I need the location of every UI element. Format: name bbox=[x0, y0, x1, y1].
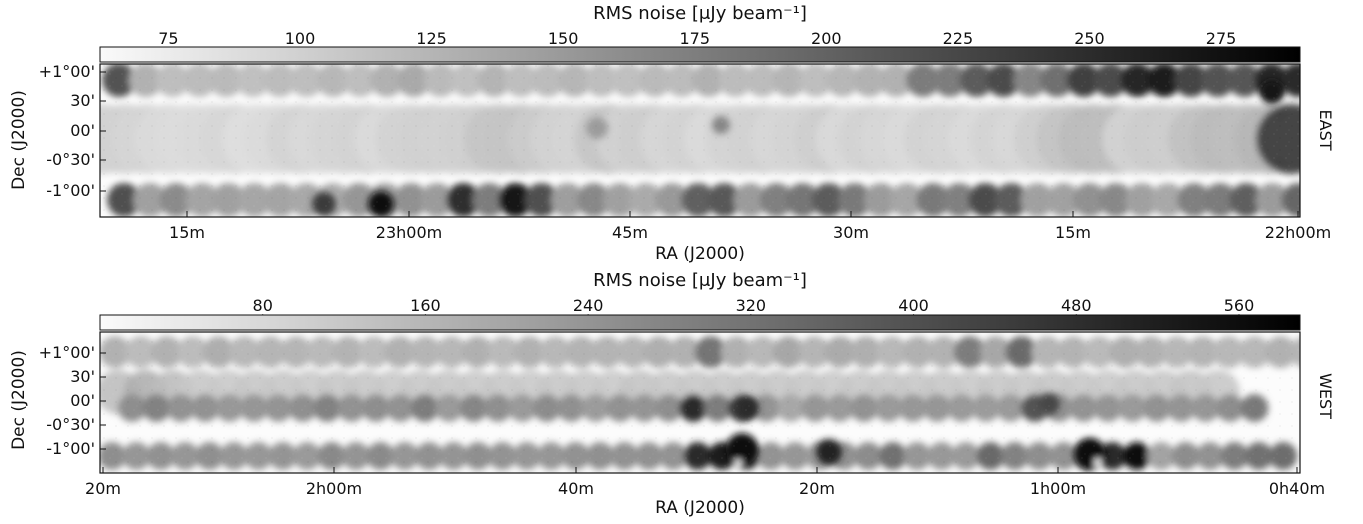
west-x-tick-label-5: 0h40m bbox=[1269, 479, 1325, 498]
east-y-tick-label-4: -1°00' bbox=[46, 181, 95, 200]
west-y-tick-label-2: 00' bbox=[70, 391, 95, 410]
west-colorbar-label: RMS noise [μJy beam⁻¹] bbox=[593, 270, 807, 291]
east-colorbar-tick-label-2: 125 bbox=[416, 29, 447, 48]
east-x-tick-label-0: 15m bbox=[169, 223, 205, 242]
panel-east: RMS noise [μJy beam⁻¹] 75 100 125 150 175 200… bbox=[9, 3, 1363, 264]
east-y-tick-label-3: -0°30' bbox=[46, 150, 95, 169]
west-axis-ticks: 20m 2h00m 40m 20m 1h00m 0h40m +1°00' 30' 00' -0°3… bbox=[39, 343, 1325, 498]
east-x-tick-label-1: 23h00m bbox=[376, 223, 442, 242]
east-y-axis-label: Dec (J2000) bbox=[9, 90, 29, 190]
east-colorbar-tick-label-1: 100 bbox=[285, 29, 316, 48]
east-colorbar-tick-label-3: 150 bbox=[548, 29, 579, 48]
west-y-tick-label-3: -0°30' bbox=[46, 415, 95, 434]
east-colorbar-tick-label-6: 225 bbox=[943, 29, 974, 48]
west-x-tick-label-0: 20m bbox=[85, 479, 121, 498]
west-colorbar-ticks: 80 160 240 320 400 480 560 bbox=[253, 296, 1255, 329]
east-top-tile-46 bbox=[1335, 63, 1363, 97]
east-x-tick-label-4: 15m bbox=[1055, 223, 1091, 242]
east-colorbar-label: RMS noise [μJy beam⁻¹] bbox=[593, 3, 807, 24]
east-map-grain bbox=[100, 64, 1300, 217]
east-field-label: EAST bbox=[1316, 110, 1335, 151]
east-x-tick-label-3: 30m bbox=[833, 223, 869, 242]
west-x-tick-label-2: 40m bbox=[558, 479, 594, 498]
west-colorbar-tick-label-6: 560 bbox=[1224, 296, 1255, 315]
west-colorbar-tick-label-3: 320 bbox=[736, 296, 767, 315]
west-y-axis-label: Dec (J2000) bbox=[9, 350, 29, 450]
east-map-frame bbox=[99, 63, 1301, 218]
west-y-tick-label-1: 30' bbox=[70, 367, 95, 386]
west-map-grain bbox=[100, 332, 1300, 473]
east-colorbar bbox=[99, 46, 1301, 63]
west-colorbar-tick-label-4: 400 bbox=[898, 296, 929, 315]
west-colorbar bbox=[99, 314, 1301, 331]
east-colorbar-tick-label-4: 175 bbox=[679, 29, 710, 48]
east-colorbar-ticks: 75 100 125 150 175 200 225 250 275 bbox=[158, 29, 1236, 62]
east-colorbar-tick-label-5: 200 bbox=[811, 29, 842, 48]
west-x-tick-label-3: 20m bbox=[799, 479, 835, 498]
east-x-tick-label-2: 45m bbox=[612, 223, 648, 242]
east-colorbar-tick-label-7: 250 bbox=[1074, 29, 1105, 48]
west-colorbar-tick-label-1: 160 bbox=[410, 296, 441, 315]
west-y-tick-label-0: +1°00' bbox=[39, 343, 95, 362]
west-colorbar-tick-label-5: 480 bbox=[1061, 296, 1092, 315]
east-axis-ticks: 15m 23h00m 45m 30m 15m 22h00m +1°00' 30' 00' -0°3… bbox=[39, 62, 1332, 242]
west-x-axis-label: RA (J2000) bbox=[655, 498, 745, 518]
panel-west: RMS noise [μJy beam⁻¹] 80 160 240 320 400 480… bbox=[9, 270, 1335, 518]
east-colorbar-tick-label-0: 75 bbox=[158, 29, 178, 48]
west-x-tick-label-1: 2h00m bbox=[306, 479, 362, 498]
east-x-tick-label-5: 22h00m bbox=[1265, 223, 1331, 242]
west-colorbar-tick-label-2: 240 bbox=[573, 296, 604, 315]
east-colorbar-tick-label-8: 275 bbox=[1206, 29, 1237, 48]
east-y-tick-label-1: 30' bbox=[70, 91, 95, 110]
west-map-frame bbox=[99, 331, 1301, 474]
east-y-tick-label-0: +1°00' bbox=[39, 62, 95, 81]
east-y-tick-label-2: 00' bbox=[70, 121, 95, 140]
west-x-tick-label-4: 1h00m bbox=[1030, 479, 1086, 498]
east-bottom-tile-46 bbox=[1308, 183, 1342, 217]
west-field-label: WEST bbox=[1316, 373, 1335, 419]
east-top-tile-45 bbox=[1308, 63, 1342, 97]
east-x-axis-label: RA (J2000) bbox=[655, 244, 745, 264]
west-y-tick-label-4: -1°00' bbox=[46, 439, 95, 458]
west-colorbar-tick-label-0: 80 bbox=[253, 296, 273, 315]
